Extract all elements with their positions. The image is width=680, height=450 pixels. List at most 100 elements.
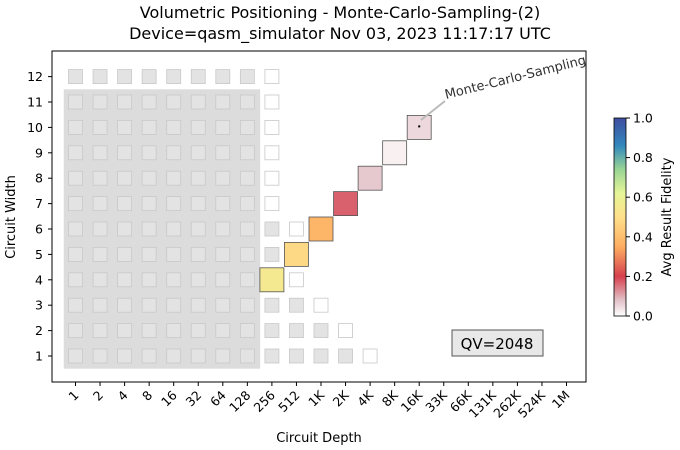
- background-cell: [215, 196, 231, 212]
- background-cell: [92, 120, 108, 135]
- background-cell: [68, 120, 83, 135]
- background-cell: [239, 170, 255, 186]
- y-tick-label: 2: [35, 323, 43, 338]
- y-tick-label: 10: [27, 120, 43, 135]
- background-cell: [264, 323, 280, 339]
- colorbar-tick-label: 0.2: [633, 269, 653, 284]
- background-cell: [190, 323, 206, 339]
- background-cell: [68, 246, 83, 262]
- plot-frame: [51, 50, 587, 383]
- background-cell: [92, 221, 108, 237]
- background-cell: [68, 196, 83, 212]
- background-cell: [166, 348, 182, 364]
- colorbar-tick-label: 0.6: [633, 190, 653, 205]
- background-cell: [215, 272, 231, 288]
- colorbar: [613, 117, 627, 317]
- background-cell: [166, 196, 182, 212]
- background-cell: [68, 170, 83, 186]
- colorbar-tick-label: 0.0: [633, 309, 653, 324]
- background-cell: [239, 348, 255, 364]
- background-cell: [239, 272, 255, 288]
- background-cell: [215, 348, 231, 364]
- background-cell: [141, 272, 157, 288]
- background-cell: [239, 145, 255, 161]
- background-cell: [190, 221, 206, 237]
- background-cell: [313, 348, 329, 364]
- x-tick-label: 1: [65, 388, 81, 404]
- background-cell: [362, 348, 378, 364]
- result-cell: [333, 191, 358, 217]
- background-cell: [190, 196, 206, 212]
- background-cell: [239, 246, 255, 262]
- qv-label: QV=2048: [461, 335, 534, 353]
- annotation-arrow: [420, 100, 446, 121]
- y-tick-label: 11: [27, 95, 43, 110]
- background-cell: [141, 145, 157, 161]
- background-cell: [289, 221, 304, 237]
- background-cell: [166, 94, 182, 110]
- background-cell: [264, 348, 280, 364]
- background-cell: [117, 348, 132, 364]
- background-cell: [338, 348, 353, 364]
- x-tick-label: 524K: [515, 387, 549, 421]
- background-cell: [313, 323, 329, 339]
- background-cell: [239, 221, 255, 237]
- background-cell: [141, 196, 157, 212]
- background-cell: [92, 196, 108, 212]
- x-axis-label: Circuit Depth: [276, 431, 362, 446]
- background-cell: [166, 145, 182, 161]
- x-tick-label: 2K: [330, 387, 353, 410]
- background-cell: [141, 323, 157, 339]
- background-cell: [68, 323, 83, 339]
- x-tick-label: 128: [226, 387, 254, 415]
- background-cell: [141, 170, 157, 186]
- background-cell: [239, 94, 255, 110]
- background-cell: [313, 297, 329, 313]
- background-cell: [166, 221, 182, 237]
- background-cell: [166, 323, 182, 339]
- background-cell: [264, 196, 280, 212]
- background-cell: [264, 246, 280, 262]
- y-tick-label: 3: [35, 298, 43, 313]
- background-cell: [166, 170, 182, 186]
- background-cell: [117, 323, 132, 339]
- background-cell: [117, 170, 132, 186]
- colorbar-tick-label: 1.0: [633, 111, 653, 126]
- background-cell: [117, 272, 132, 288]
- colorbar-tick-label: 0.4: [633, 229, 653, 244]
- background-cell: [141, 246, 157, 262]
- x-tick-label: 16: [158, 387, 180, 409]
- qv-box: [451, 329, 544, 357]
- chart-title-line2: Device=qasm_simulator Nov 03, 2023 11:17…: [129, 24, 551, 44]
- x-tick-label: 1K: [305, 387, 328, 410]
- background-cell: [215, 323, 231, 339]
- background-cell: [239, 196, 255, 212]
- background-cell: [264, 297, 280, 313]
- y-tick-label: 8: [35, 171, 43, 186]
- background-cell: [92, 94, 108, 110]
- background-cell: [68, 94, 83, 110]
- background-cell: [117, 196, 132, 212]
- background-cell: [190, 94, 206, 110]
- background-cell: [289, 272, 304, 288]
- colorbar-tick-label: 0.8: [633, 150, 653, 165]
- background-cell: [289, 297, 304, 313]
- background-cell: [215, 120, 231, 135]
- result-cell: [382, 140, 408, 166]
- background-cell: [264, 145, 280, 161]
- chart-title-line1: Volumetric Positioning - Monte-Carlo-Sam…: [140, 3, 540, 22]
- colorbar-label: Avg Result Fidelity: [660, 157, 675, 276]
- background-cell: [166, 272, 182, 288]
- background-cell: [117, 221, 132, 237]
- y-tick-label: 9: [35, 145, 43, 160]
- background-cell: [141, 221, 157, 237]
- background-cell: [239, 323, 255, 339]
- background-cell: [289, 348, 304, 364]
- background-cell: [215, 221, 231, 237]
- background-cell: [190, 120, 206, 135]
- background-cell: [117, 120, 132, 135]
- background-cell: [190, 246, 206, 262]
- background-cell: [215, 246, 231, 262]
- x-tick-label: 4: [114, 387, 130, 403]
- background-cell: [190, 170, 206, 186]
